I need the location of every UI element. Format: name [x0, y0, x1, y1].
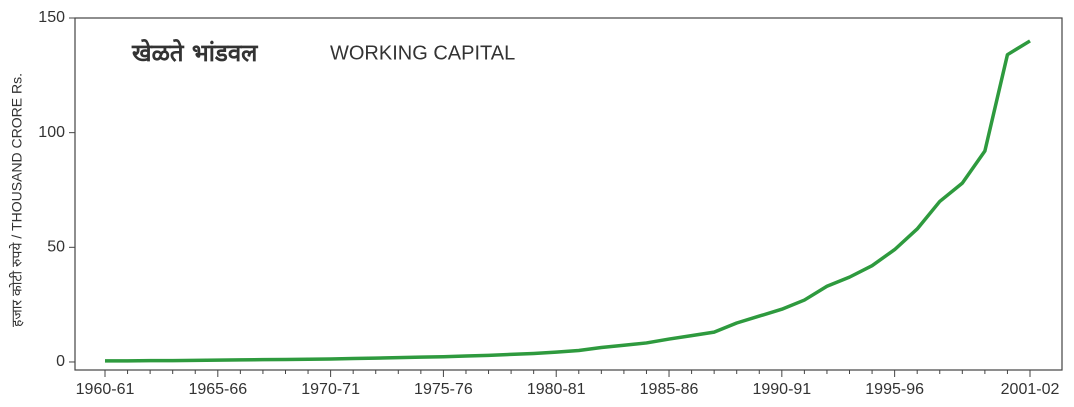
x-tick-label: 1990-91 — [752, 381, 811, 398]
y-tick-label: 150 — [38, 9, 65, 26]
x-tick-label: 1960-61 — [76, 381, 135, 398]
y-tick-label: 0 — [56, 353, 65, 370]
x-tick-label: 1970-71 — [301, 381, 360, 398]
x-tick-label: 1980-81 — [527, 381, 586, 398]
y-tick-label: 100 — [38, 124, 65, 141]
chart-title: WORKING CAPITAL — [330, 42, 515, 64]
y-tick-label: 50 — [47, 239, 65, 256]
x-tick-label: 1985-86 — [640, 381, 699, 398]
x-tick-label: 1975-76 — [414, 381, 473, 398]
chart-title-local: खेळते भांडवल — [131, 39, 259, 67]
x-tick-label: 2001-02 — [1001, 381, 1060, 398]
data-line — [105, 39, 1031, 363]
x-tick-label: 1965-66 — [188, 381, 247, 398]
x-tick-label: 1995-96 — [865, 381, 924, 398]
y-axis-label: हजार कोटी रुपये / THOUSAND CRORE Rs. — [9, 73, 25, 327]
plot-frame — [74, 17, 1063, 371]
